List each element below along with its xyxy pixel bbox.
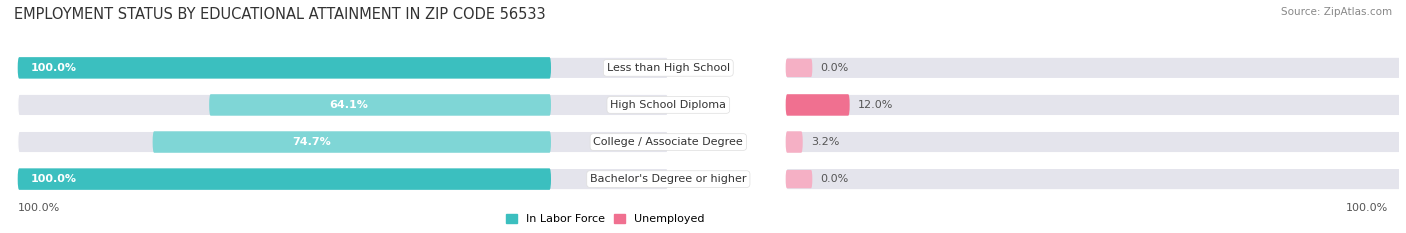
Text: 100.0%: 100.0% [1346, 203, 1388, 213]
FancyBboxPatch shape [786, 57, 1406, 79]
Text: 0.0%: 0.0% [820, 174, 849, 184]
FancyBboxPatch shape [18, 168, 551, 190]
FancyBboxPatch shape [786, 94, 1406, 116]
FancyBboxPatch shape [153, 131, 551, 153]
Text: 100.0%: 100.0% [18, 203, 60, 213]
Text: Bachelor's Degree or higher: Bachelor's Degree or higher [591, 174, 747, 184]
Text: Less than High School: Less than High School [607, 63, 730, 73]
Text: 100.0%: 100.0% [31, 174, 77, 184]
Text: 100.0%: 100.0% [31, 63, 77, 73]
FancyBboxPatch shape [786, 59, 813, 77]
FancyBboxPatch shape [18, 57, 551, 79]
Legend: In Labor Force, Unemployed: In Labor Force, Unemployed [502, 210, 709, 229]
Text: 64.1%: 64.1% [329, 100, 368, 110]
FancyBboxPatch shape [786, 131, 803, 153]
Text: 74.7%: 74.7% [292, 137, 330, 147]
FancyBboxPatch shape [18, 131, 668, 153]
Text: 0.0%: 0.0% [820, 63, 849, 73]
Text: 12.0%: 12.0% [858, 100, 893, 110]
FancyBboxPatch shape [18, 57, 668, 79]
FancyBboxPatch shape [209, 94, 551, 116]
Text: EMPLOYMENT STATUS BY EDUCATIONAL ATTAINMENT IN ZIP CODE 56533: EMPLOYMENT STATUS BY EDUCATIONAL ATTAINM… [14, 7, 546, 22]
FancyBboxPatch shape [18, 168, 668, 190]
Text: 3.2%: 3.2% [811, 137, 839, 147]
FancyBboxPatch shape [786, 94, 849, 116]
FancyBboxPatch shape [786, 131, 1406, 153]
FancyBboxPatch shape [786, 170, 813, 188]
Text: Source: ZipAtlas.com: Source: ZipAtlas.com [1281, 7, 1392, 17]
Text: High School Diploma: High School Diploma [610, 100, 727, 110]
Text: College / Associate Degree: College / Associate Degree [593, 137, 744, 147]
FancyBboxPatch shape [18, 94, 668, 116]
FancyBboxPatch shape [786, 168, 1406, 190]
